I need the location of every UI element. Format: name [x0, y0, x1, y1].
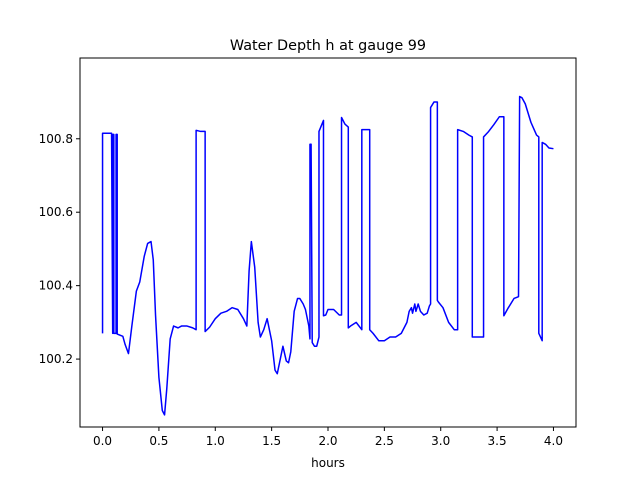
x-tick-label: 3.5: [488, 434, 507, 448]
plot-area: [101, 95, 554, 416]
series-line-0: [101, 95, 554, 416]
x-tick-label: 1.0: [206, 434, 225, 448]
y-tick-label: 100.8: [39, 132, 73, 146]
y-axis: 100.2 100.4 100.6 100.8: [39, 132, 80, 366]
y-tick-label: 100.2: [39, 352, 73, 366]
x-tick-label: 1.5: [262, 434, 281, 448]
x-tick-label: 0.0: [93, 434, 112, 448]
x-tick-label: 2.5: [375, 434, 394, 448]
x-axis-label: hours: [311, 456, 345, 470]
x-axis: 0.0 0.5 1.0 1.5 2.0 2.5 3.0 3.5 4.0: [93, 427, 563, 448]
y-tick-label: 100.6: [39, 205, 73, 219]
x-tick-label: 2.0: [318, 434, 337, 448]
chart-title: Water Depth h at gauge 99: [230, 38, 426, 54]
y-tick-label: 100.4: [39, 279, 73, 293]
x-tick-label: 0.5: [149, 434, 168, 448]
x-tick-label: 4.0: [544, 434, 563, 448]
x-tick-label: 3.0: [431, 434, 450, 448]
